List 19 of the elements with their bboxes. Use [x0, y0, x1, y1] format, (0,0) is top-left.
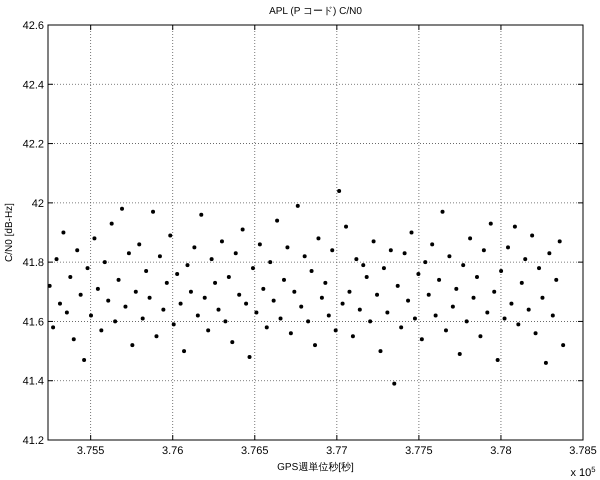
x-tick-label: 3.765: [241, 445, 269, 457]
y-tick-label: 41.4: [22, 376, 44, 388]
y-tick-label: 41.8: [22, 257, 44, 270]
x-tick-label: 3.755: [76, 445, 104, 457]
y-tick-label: 42.6: [22, 20, 44, 32]
y-tick-label: 42: [32, 198, 44, 210]
x-tick-label: 3.785: [569, 445, 597, 457]
y-tick-label: 41.2: [22, 435, 44, 447]
y-tick-label: 42.4: [22, 79, 44, 92]
x-tick-label: 3.78: [490, 445, 512, 457]
x-tick-label: 3.77: [326, 445, 348, 457]
text: x 10$^{5}$: [570, 464, 596, 479]
x-axis-title: GPS週単位秒[秒]: [277, 461, 354, 473]
x-tick-label: 3.76: [162, 445, 184, 457]
y-axis-title: C/N0 [dB-Hz]: [4, 202, 15, 262]
y-tick-label: 41.6: [22, 316, 44, 328]
y-tick-label: 42.2: [22, 138, 44, 151]
chart-title: APL (P コード) C/N0: [269, 6, 362, 17]
x-tick-label: 3.775: [405, 445, 433, 457]
